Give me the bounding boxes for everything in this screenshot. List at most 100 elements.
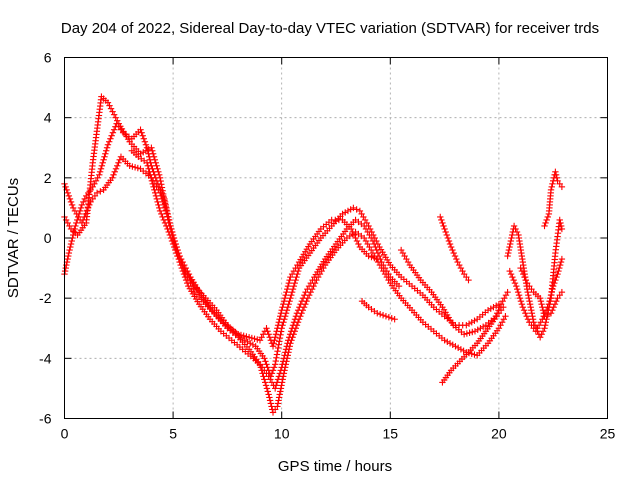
data-point [545,300,553,308]
data-point [65,249,73,257]
data-point [554,270,561,278]
data-point [535,322,543,329]
data-point [290,319,298,326]
data-point [548,288,555,296]
data-point [286,331,294,338]
data-point [459,267,466,275]
data-point [164,225,171,233]
data-point [506,243,513,251]
series-track-12 [541,168,566,230]
data-point [66,195,74,203]
data-point [339,210,346,218]
data-point [457,346,465,353]
data-point [443,231,450,239]
data-point [541,325,548,332]
data-point [290,282,298,290]
data-point [261,376,268,383]
data-point [558,255,566,263]
data-point [353,206,360,213]
data-point [62,183,69,191]
data-point [479,323,487,330]
data-point [109,108,116,115]
data-point [277,367,284,374]
x-tick-label: 10 [274,426,290,442]
data-point [526,300,534,308]
data-point [553,273,560,281]
data-point [547,291,555,299]
data-point [173,249,180,257]
data-point [83,207,91,215]
data-point [282,346,290,353]
data-point [518,267,526,275]
data-point [102,150,109,157]
data-point [441,225,448,233]
data-point [161,198,169,206]
data-point [67,198,75,206]
data-point [536,294,544,302]
data-point [526,297,533,305]
data-point [454,344,462,352]
data-point [552,276,559,284]
data-point [528,307,535,314]
data-point [520,307,528,314]
data-point [512,225,519,233]
data-point [537,297,545,305]
data-point [287,294,294,302]
data-point [518,300,526,308]
data-point [138,129,145,136]
data-point [395,282,403,290]
data-point [293,310,301,317]
x-tick-label: 5 [169,426,177,442]
data-point [555,267,562,275]
data-point [129,163,136,170]
data-point [441,337,448,344]
data-point [495,307,502,314]
data-point [110,171,117,179]
data-point [469,328,476,336]
data-point [457,264,465,272]
data-point [248,334,256,342]
series-track-2 [61,153,509,416]
data-point [273,379,281,386]
data-point [289,285,297,293]
data-point [471,328,479,335]
data-point [64,189,71,197]
data-point [263,385,271,392]
data-point [272,382,280,389]
data-point [160,216,167,224]
data-point [374,249,382,257]
data-point [376,311,384,318]
data-point [297,300,304,308]
x-axis-label: GPS time / hours [278,458,392,475]
data-point [280,297,288,305]
data-point [515,291,523,299]
data-point [114,162,121,169]
data-point [371,254,378,262]
data-point [368,253,375,261]
data-point [271,385,279,392]
data-point [517,297,525,305]
data-point [527,303,534,311]
data-point [68,201,76,209]
data-point [75,210,83,218]
data-point [496,303,503,311]
data-point [450,249,457,257]
data-point [261,355,268,362]
data-point [370,240,378,248]
data-point [506,267,513,275]
data-point [276,338,283,345]
data-point [492,313,500,320]
data-point [65,252,72,260]
data-point [275,373,283,380]
data-point [110,111,118,118]
data-point [161,195,168,203]
data-point [71,225,78,233]
data-point [549,285,556,293]
data-point [284,282,292,290]
data-point [245,334,253,341]
data-point [254,336,261,343]
data-point [498,319,506,326]
data-point [272,357,279,365]
data-point [546,297,553,305]
data-point [510,276,517,284]
